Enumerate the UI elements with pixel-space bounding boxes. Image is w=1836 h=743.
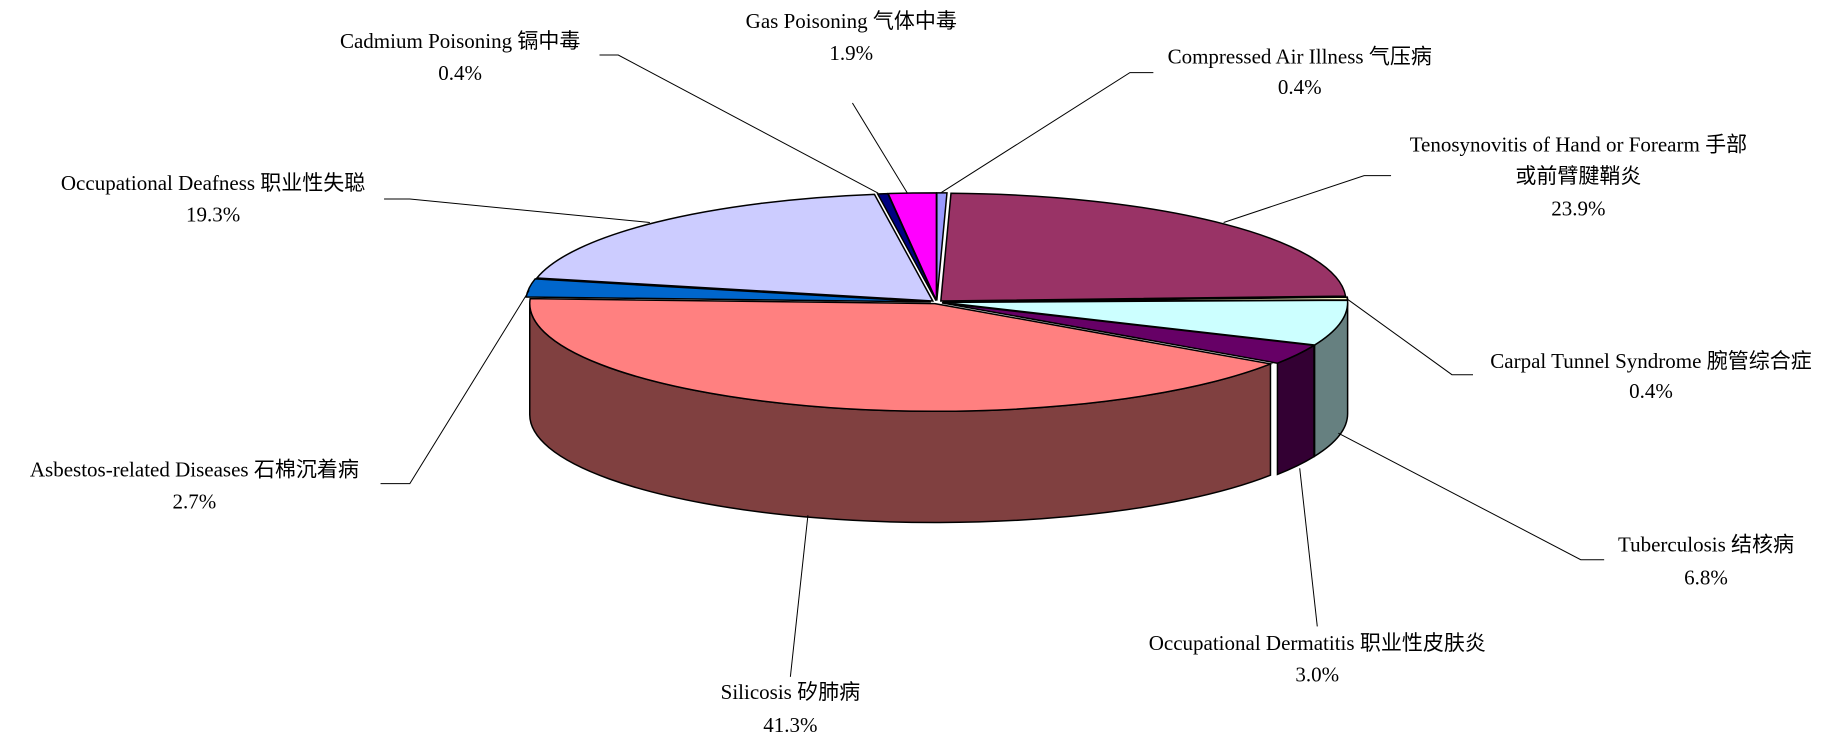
value-label: 0.4% bbox=[438, 61, 482, 85]
slice bbox=[529, 297, 1274, 413]
slice-label: Asbestos-related Diseases 石棉沉着病 bbox=[30, 458, 359, 482]
slice-label: Tenosynovitis of Hand or Forearm 手部或前臂腱鞘… bbox=[1410, 132, 1747, 188]
leader-line bbox=[939, 72, 1154, 194]
slice-label: Gas Poisoning 气体中毒 bbox=[746, 9, 957, 33]
leader-line bbox=[599, 54, 879, 194]
slice-label: Tuberculosis 结核病 bbox=[1618, 533, 1794, 557]
value-label: 19.3% bbox=[186, 202, 240, 226]
leader-line bbox=[789, 515, 809, 677]
slice bbox=[887, 192, 938, 301]
value-label: 3.0% bbox=[1295, 663, 1339, 687]
slice-side bbox=[1276, 344, 1315, 476]
slice bbox=[525, 278, 931, 303]
leader-line bbox=[1299, 468, 1318, 627]
slice bbox=[940, 192, 1347, 302]
slice-label: Compressed Air Illness 气压病 bbox=[1168, 44, 1432, 68]
value-label: 41.3% bbox=[763, 713, 817, 737]
leader-line bbox=[852, 102, 908, 194]
value-label: 23.9% bbox=[1551, 197, 1605, 221]
value-label: 0.4% bbox=[1629, 379, 1673, 403]
leader-line bbox=[384, 198, 650, 223]
leader-line bbox=[1223, 175, 1392, 223]
slice-label: Carpal Tunnel Syndrome 腕管综合症 bbox=[1490, 349, 1811, 373]
slice-label: Occupational Dermatitis 职业性皮肤炎 bbox=[1149, 631, 1486, 655]
slice bbox=[535, 193, 935, 302]
leader-line bbox=[380, 290, 530, 485]
value-label: 0.4% bbox=[1278, 75, 1322, 99]
slice-label: Occupational Deafness 职业性失聪 bbox=[61, 171, 365, 195]
slice bbox=[942, 299, 1349, 346]
slice bbox=[941, 302, 1317, 364]
value-label: 2.7% bbox=[172, 489, 216, 513]
leader-line bbox=[1338, 432, 1605, 561]
value-label: 6.8% bbox=[1684, 565, 1728, 589]
value-label: 1.9% bbox=[829, 41, 873, 65]
slice-label: Cadmium Poisoning 镉中毒 bbox=[340, 29, 580, 53]
leader-line bbox=[1346, 298, 1474, 376]
slice-label: Silicosis 矽肺病 bbox=[721, 680, 860, 704]
